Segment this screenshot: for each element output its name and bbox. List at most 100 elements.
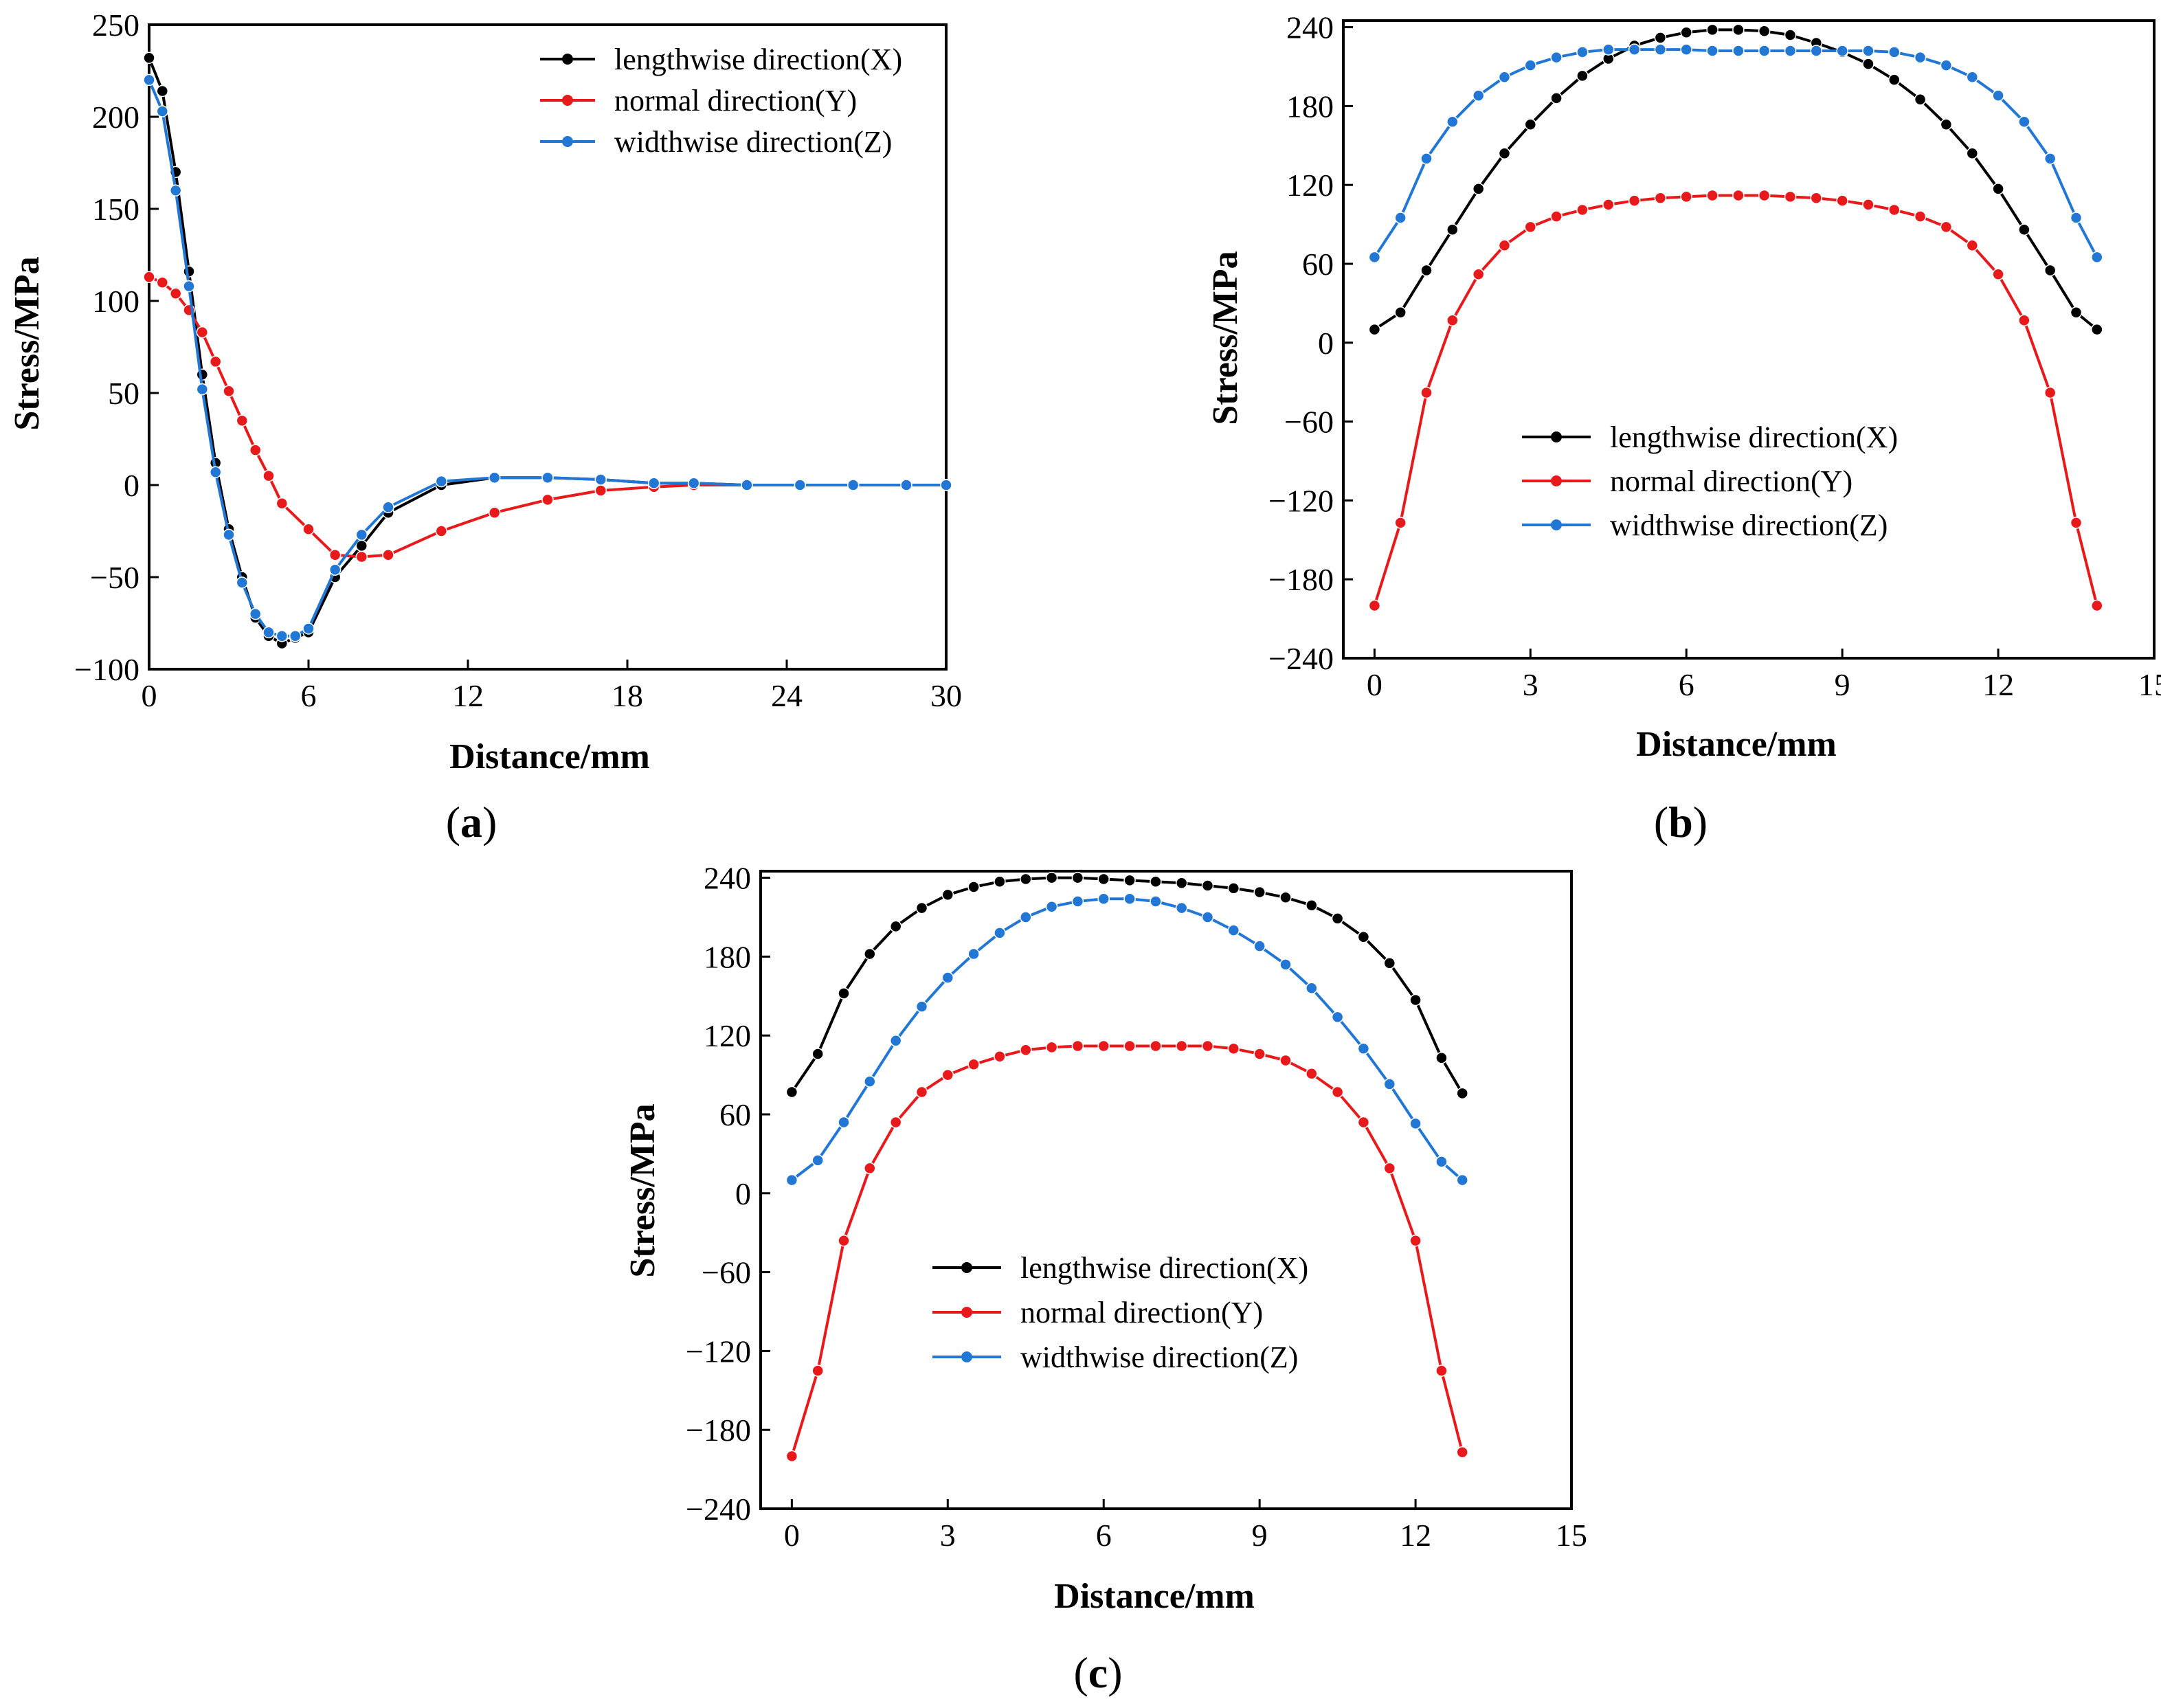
panel-a-x-tick-label: 18 [612, 678, 643, 713]
panel-b-y-axis-title: Stress/MPa [1206, 251, 1245, 425]
panel-b-series-z-point [1550, 51, 1563, 64]
panel-c-series-y-point [785, 1450, 798, 1463]
panel-a-series-z-point [847, 479, 860, 491]
panel-b-series-y-point [1550, 210, 1563, 223]
panel-b-y-tick-label: −240 [1268, 641, 1334, 676]
panel-b-series-x-point [1472, 183, 1485, 195]
panel-a-series-z-point [236, 576, 249, 589]
panel-b-series-z-point [2070, 212, 2083, 224]
panel-b-x-tick-label: 9 [1835, 667, 1850, 702]
panel-a-series-z-point [594, 473, 607, 486]
panel-b-series-y-point [1446, 314, 1459, 327]
panel-c-x-tick-label: 12 [1400, 1518, 1431, 1553]
panel-b-series-x-point [1966, 147, 1979, 160]
panel-b-series-y-point [1862, 199, 1874, 211]
panel-b-series-x-point [1992, 183, 2004, 195]
panel-b-series-x-point [1394, 306, 1407, 319]
panel-c-x-axis-title: Distance/mm [1054, 1577, 1255, 1616]
panel-a-series-z-point [900, 479, 912, 491]
panel-c-y-tick-label: −240 [686, 1492, 751, 1527]
panel-a-series-z-point [169, 184, 182, 196]
panel-b-x-tick-label: 0 [1367, 667, 1382, 702]
panel-a-label-open-paren: ( [446, 798, 460, 846]
panel-a-y-tick-label: −100 [74, 652, 139, 687]
panel-b-series-x-point [1940, 118, 1953, 131]
panel-b-series-y-point [1680, 190, 1692, 203]
panel-c-series-x-point [1175, 877, 1188, 889]
panel-c-series-y-point [811, 1364, 824, 1377]
panel-b-series-x-point [2018, 223, 2030, 236]
panel-c-series-z-point [1279, 958, 1292, 971]
panel-c-series-z-point [1383, 1078, 1396, 1090]
panel-c-series-x-point [1227, 882, 1240, 895]
panel-c-series-x-point [1435, 1051, 1448, 1064]
panel-b-series-x-point [1576, 69, 1589, 82]
panel-c-series-y-point [1253, 1048, 1266, 1060]
panel-a-label-close-paren: ) [482, 798, 497, 846]
panel-b-series-z-point [1680, 43, 1692, 56]
panel-c-series-z-point [1175, 901, 1188, 914]
panel-a-y-axis-title: Stress/MPa [8, 256, 47, 430]
panel-c-legend-y-marker [961, 1307, 972, 1318]
panel-b-label-letter: b [1668, 798, 1693, 846]
panel-b-y-tick-label: −120 [1268, 483, 1334, 518]
panel-a-x-tick-label: 12 [452, 678, 484, 713]
panel-c-series-x-point [1123, 874, 1136, 887]
panel-a-label-letter: a [460, 798, 482, 846]
panel-b-series-z-point [1732, 45, 1745, 57]
panel-a-series-y-point [435, 525, 448, 537]
panel-c-y-tick-label: −180 [686, 1413, 751, 1448]
panel-c-series-x-point [864, 947, 876, 960]
panel-a-series-y-point [541, 493, 554, 506]
panel-c-series-y-point [1071, 1040, 1084, 1053]
panel-a-x-tick-label: 6 [301, 678, 317, 713]
panel-a-series-y-point [223, 385, 235, 398]
panel-b-series-y-point [2070, 517, 2083, 529]
panel-b-series-y-point [2044, 386, 2057, 399]
panel-c-legend-x-label: lengthwise direction(X) [1020, 1251, 1308, 1285]
panel-a-series-z-point [355, 528, 368, 541]
panel-c-series-z-point [1409, 1117, 1422, 1130]
panel-c-series-z-point [864, 1075, 876, 1088]
panel-b-legend-x-marker [1551, 431, 1562, 442]
panel-b-series-y-point [1732, 189, 1745, 202]
panel-a-legend-x-label: lengthwise direction(X) [614, 43, 902, 76]
panel-b-series-y-point [1784, 190, 1797, 203]
panel-a-series-y-point [276, 497, 289, 510]
panel-a-y-tick-label: 200 [92, 100, 139, 135]
panel-c-series-z-point [889, 1035, 902, 1047]
panel-a-series-y-point [488, 506, 501, 519]
panel-c-y-tick-label: 0 [735, 1176, 751, 1211]
panel-b-series-x-point [1758, 25, 1771, 38]
panel-a-label: (a) [446, 798, 497, 846]
panel-a-plot-frame [148, 23, 948, 671]
panel-b-series-x-point [1914, 93, 1927, 106]
panel-c-label-letter: c [1088, 1648, 1108, 1697]
panel-a-series-z-point [143, 74, 155, 87]
panel-c-series-y-point [1357, 1116, 1370, 1129]
panel-b-series-z-point [1628, 43, 1641, 56]
panel-b-series-x-point [1654, 32, 1667, 44]
panel-b-series-x-point [2070, 306, 2083, 319]
panel-a-series-z-point [209, 466, 222, 478]
panel-c-series-x-point [1150, 875, 1162, 888]
panel-a-series-y-point [328, 549, 341, 561]
panel-b-series-z-point [1602, 43, 1615, 56]
panel-b-series-z-point [1498, 71, 1511, 84]
panel-c-series-z-point [1097, 892, 1110, 905]
panel-a-series-y-point [355, 550, 368, 563]
panel-c-series-z-point [785, 1173, 798, 1187]
panel-c-series-x-point [967, 881, 980, 893]
panel-b-series-y-point [1472, 268, 1485, 281]
panel-c-series-z-point [1020, 911, 1032, 923]
panel-b-y-tick-label: 180 [1286, 89, 1334, 124]
panel-a-x-tick-label: 0 [142, 678, 157, 713]
panel-b-series-y-point [1836, 194, 1848, 207]
panel-a-series-z-point [328, 563, 341, 576]
panel-b-series-x-point [1368, 323, 1381, 336]
panel-c-series-x-point [1279, 891, 1292, 904]
panel-c-series-y-point [994, 1050, 1006, 1063]
panel-b-series-z-point [1784, 45, 1797, 57]
panel-b-series-z-point [1524, 59, 1537, 71]
